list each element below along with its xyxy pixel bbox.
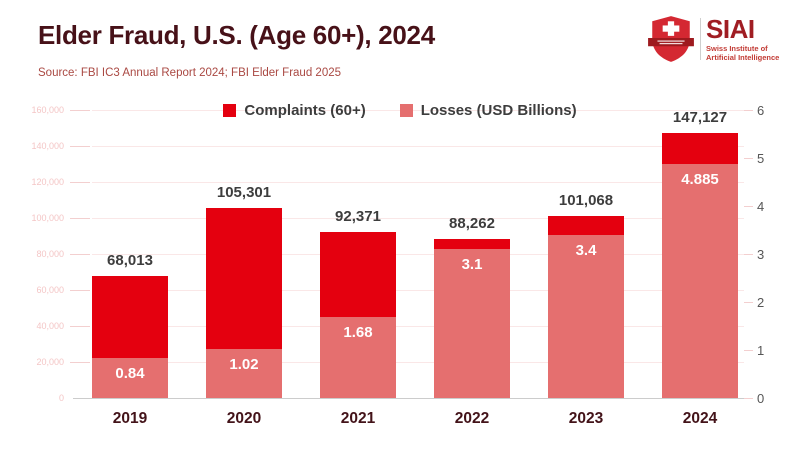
logo-tagline-line2: Artificial Intelligence — [706, 53, 780, 62]
losses-bar-2021 — [320, 317, 396, 398]
left-axis-label: 140,000 — [31, 141, 64, 151]
losses-value-label: 3.1 — [461, 256, 483, 273]
year-label-2022: 2022 — [454, 410, 490, 427]
logo-divider — [700, 18, 701, 60]
page-title: Elder Fraud, U.S. (Age 60+), 2024 — [38, 20, 435, 50]
right-axis-tick — [744, 350, 753, 351]
chart-legend: Complaints (60+) Losses (USD Billions) — [0, 99, 800, 121]
complaints-swatch-icon — [223, 103, 237, 117]
complaints-value-label: 105,301 — [216, 184, 272, 201]
left-axis-tick — [70, 290, 90, 291]
logo-wordmark: SIAI — [706, 14, 755, 44]
left-axis-label: 40,000 — [36, 321, 64, 331]
complaints-value-label: 147,127 — [672, 109, 728, 126]
source-note: Source: FBI IC3 Annual Report 2024; FBI … — [38, 67, 342, 79]
left-axis-tick — [70, 362, 90, 363]
losses-bar-2022 — [434, 249, 510, 398]
left-axis-label: 160,000 — [31, 105, 64, 115]
complaints-value-label: 68,013 — [107, 252, 153, 269]
left-axis-tick — [70, 146, 90, 147]
losses-value-label: 0.84 — [115, 365, 145, 382]
right-axis-label: 6 — [757, 103, 765, 118]
left-axis-tick — [70, 110, 90, 111]
left-axis-label: 60,000 — [36, 285, 64, 295]
gridline — [92, 218, 744, 219]
right-axis-label: 1 — [757, 343, 765, 358]
logo-tagline-line1: Swiss Institute of — [706, 44, 768, 53]
siai-logo: SIAI Swiss Institute of Artificial Intel… — [648, 14, 788, 66]
left-axis-label: 0 — [58, 393, 64, 403]
right-axis-label: 0 — [757, 391, 765, 406]
gridline — [92, 326, 744, 327]
x-axis-line — [73, 398, 750, 399]
complaints-value-label: 88,262 — [449, 215, 495, 232]
legend-label-losses: Losses (USD Billions) — [420, 101, 577, 119]
losses-value-label: 3.4 — [575, 242, 597, 259]
year-label-2020: 2020 — [226, 410, 262, 427]
gridline — [92, 362, 744, 363]
right-axis-tick — [744, 158, 753, 159]
losses-swatch-icon — [399, 103, 413, 117]
right-axis-label: 3 — [757, 247, 765, 262]
legend-item-complaints: Complaints (60+) — [223, 101, 366, 119]
right-axis-label: 5 — [757, 151, 765, 166]
legend-item-losses: Losses (USD Billions) — [399, 101, 577, 119]
gridline — [92, 110, 744, 111]
losses-value-label: 1.68 — [343, 324, 373, 341]
right-axis-tick — [744, 302, 753, 303]
left-axis-tick — [70, 182, 90, 183]
losses-value-label: 1.02 — [229, 356, 259, 373]
year-label-2023: 2023 — [568, 410, 604, 427]
losses-bar-2023 — [548, 235, 624, 398]
year-label-2019: 2019 — [112, 410, 148, 427]
losses-value-label: 4.885 — [681, 171, 719, 188]
right-axis-tick — [744, 398, 753, 399]
right-axis-tick — [744, 254, 753, 255]
gridline — [92, 182, 744, 183]
logo-tagline: Swiss Institute of Artificial Intelligen… — [706, 44, 779, 62]
year-label-2021: 2021 — [340, 410, 376, 427]
gridline — [92, 290, 744, 291]
left-axis-label: 100,000 — [31, 213, 64, 223]
complaints-value-label: 92,371 — [335, 208, 381, 225]
left-axis-tick — [70, 254, 90, 255]
right-axis-tick — [744, 110, 753, 111]
left-axis-label: 80,000 — [36, 249, 64, 259]
losses-bar-2019 — [92, 358, 168, 398]
right-axis-label: 4 — [757, 199, 765, 214]
gridline — [92, 254, 744, 255]
left-axis-label: 20,000 — [36, 357, 64, 367]
right-axis-tick — [744, 206, 753, 207]
swiss-shield-icon — [648, 16, 694, 62]
left-axis-tick — [70, 326, 90, 327]
legend-label-complaints: Complaints (60+) — [244, 101, 366, 119]
year-label-2024: 2024 — [682, 410, 718, 427]
left-axis-tick — [70, 218, 90, 219]
losses-bar-2020 — [206, 349, 282, 398]
gridline — [92, 146, 744, 147]
complaints-value-label: 101,068 — [558, 192, 614, 209]
left-axis-label: 120,000 — [31, 177, 64, 187]
right-axis-label: 2 — [757, 295, 765, 310]
losses-bar-2024 — [662, 164, 738, 398]
